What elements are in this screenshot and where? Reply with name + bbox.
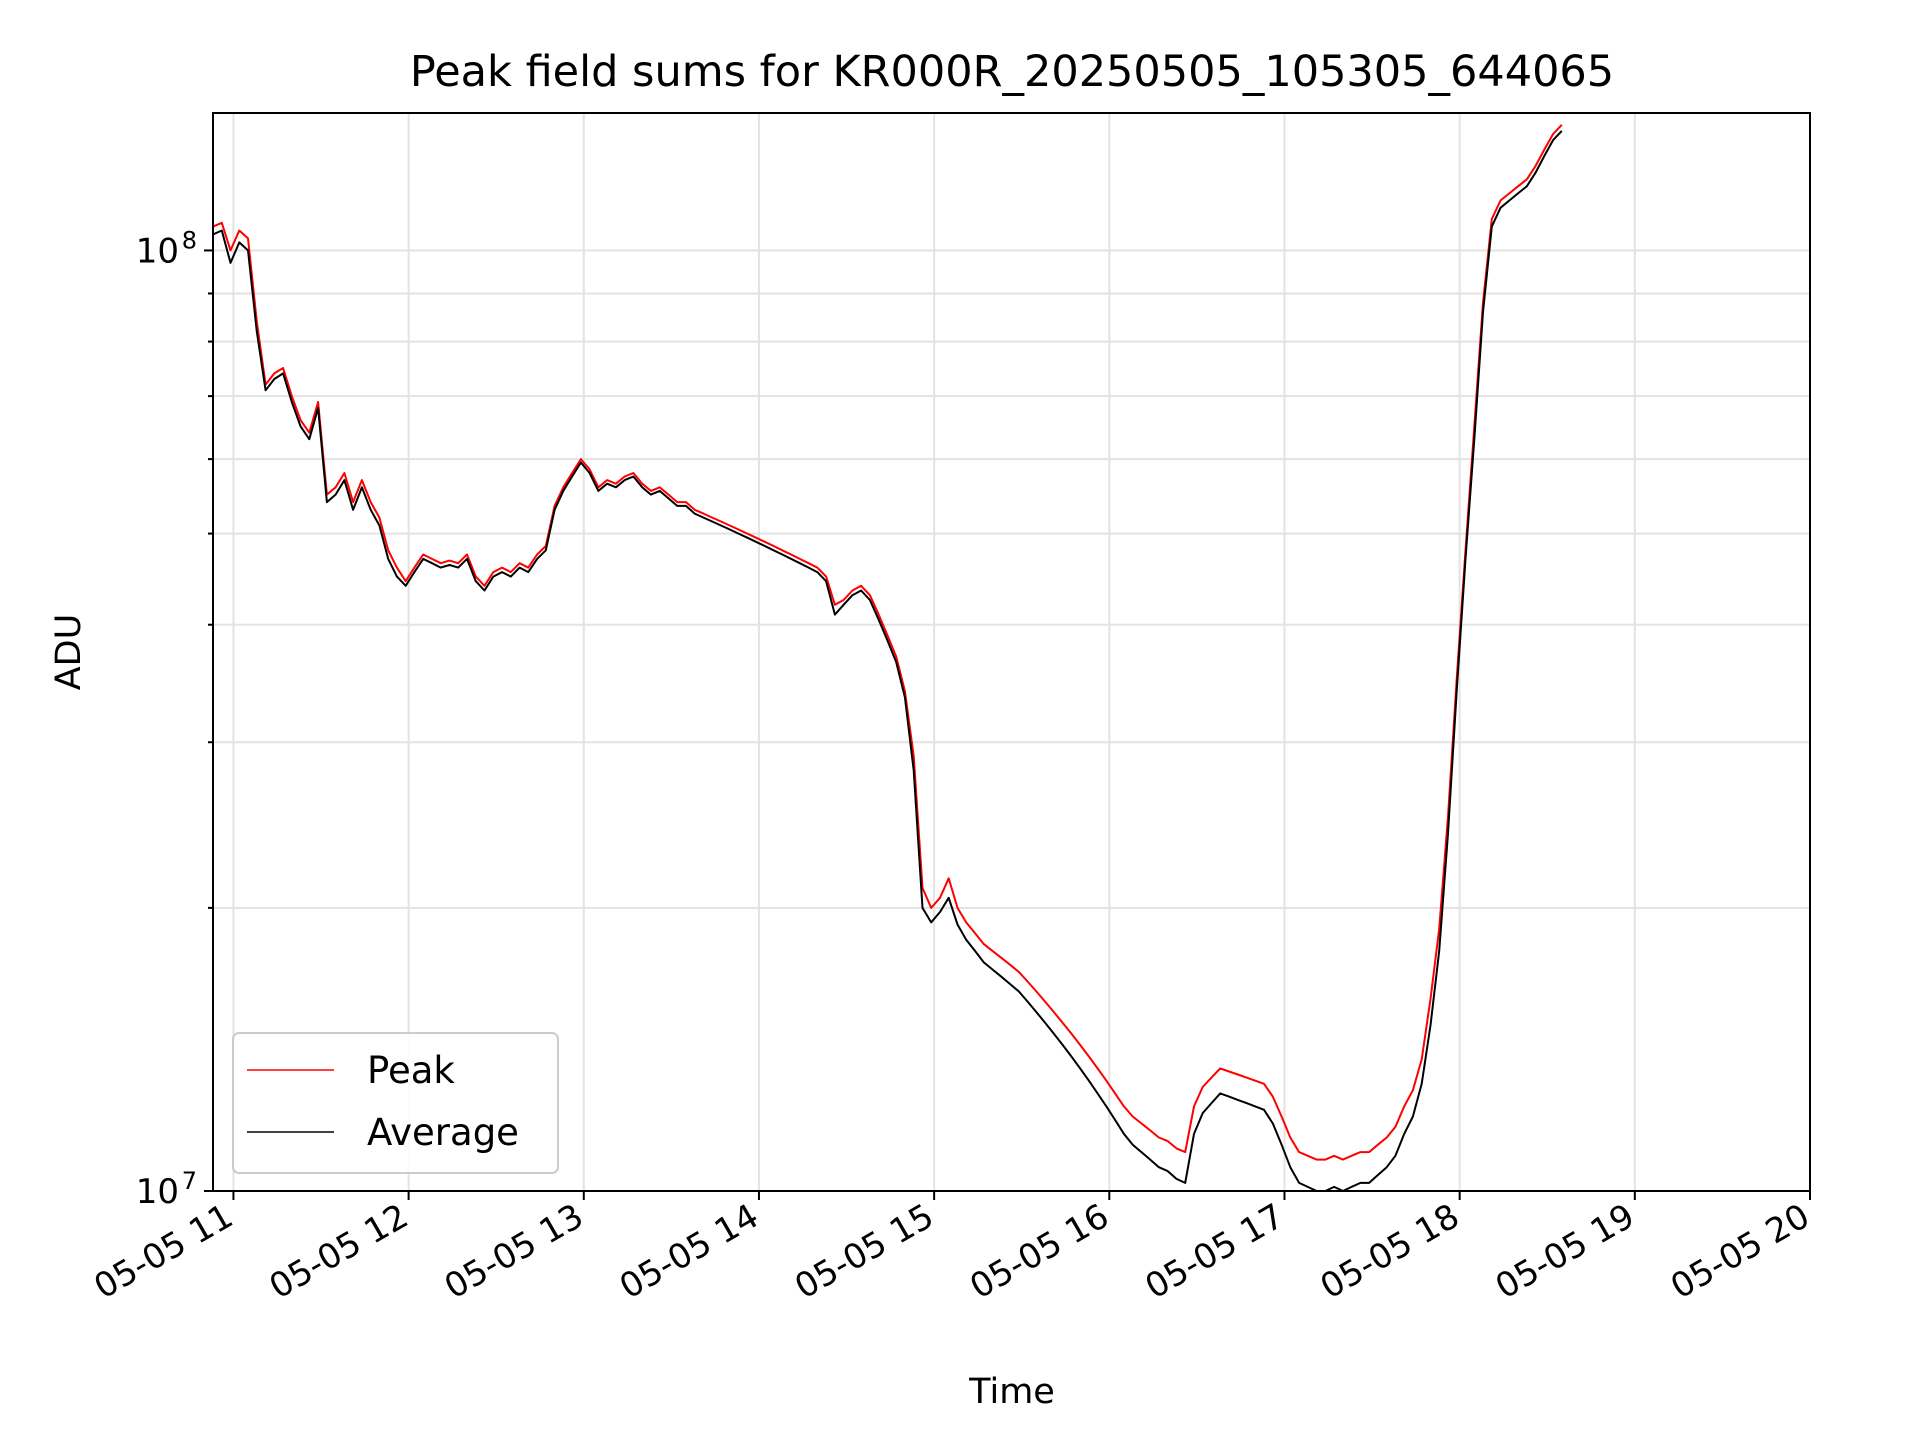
- chart-title: Peak field sums for KR000R_20250505_1053…: [410, 47, 1614, 97]
- x-axis-label: Time: [968, 1372, 1055, 1412]
- y-tick-label-exponent: 7: [182, 1167, 197, 1195]
- y-tick-label: 10: [136, 1172, 179, 1212]
- y-axis-label: ADU: [49, 614, 89, 691]
- series-line-peak: [212, 124, 1563, 1161]
- legend-box: [232, 1032, 559, 1174]
- legend-label-average: Average: [367, 1111, 519, 1154]
- plot-frame: [212, 112, 1811, 1192]
- series-lines: [212, 124, 1563, 1192]
- y-tick-label: 10: [136, 231, 179, 271]
- series-line-average: [212, 130, 1563, 1192]
- legend-label-peak: Peak: [367, 1049, 455, 1092]
- y-tick-label-exponent: 8: [182, 226, 197, 254]
- legend: Peak Average: [232, 1032, 559, 1174]
